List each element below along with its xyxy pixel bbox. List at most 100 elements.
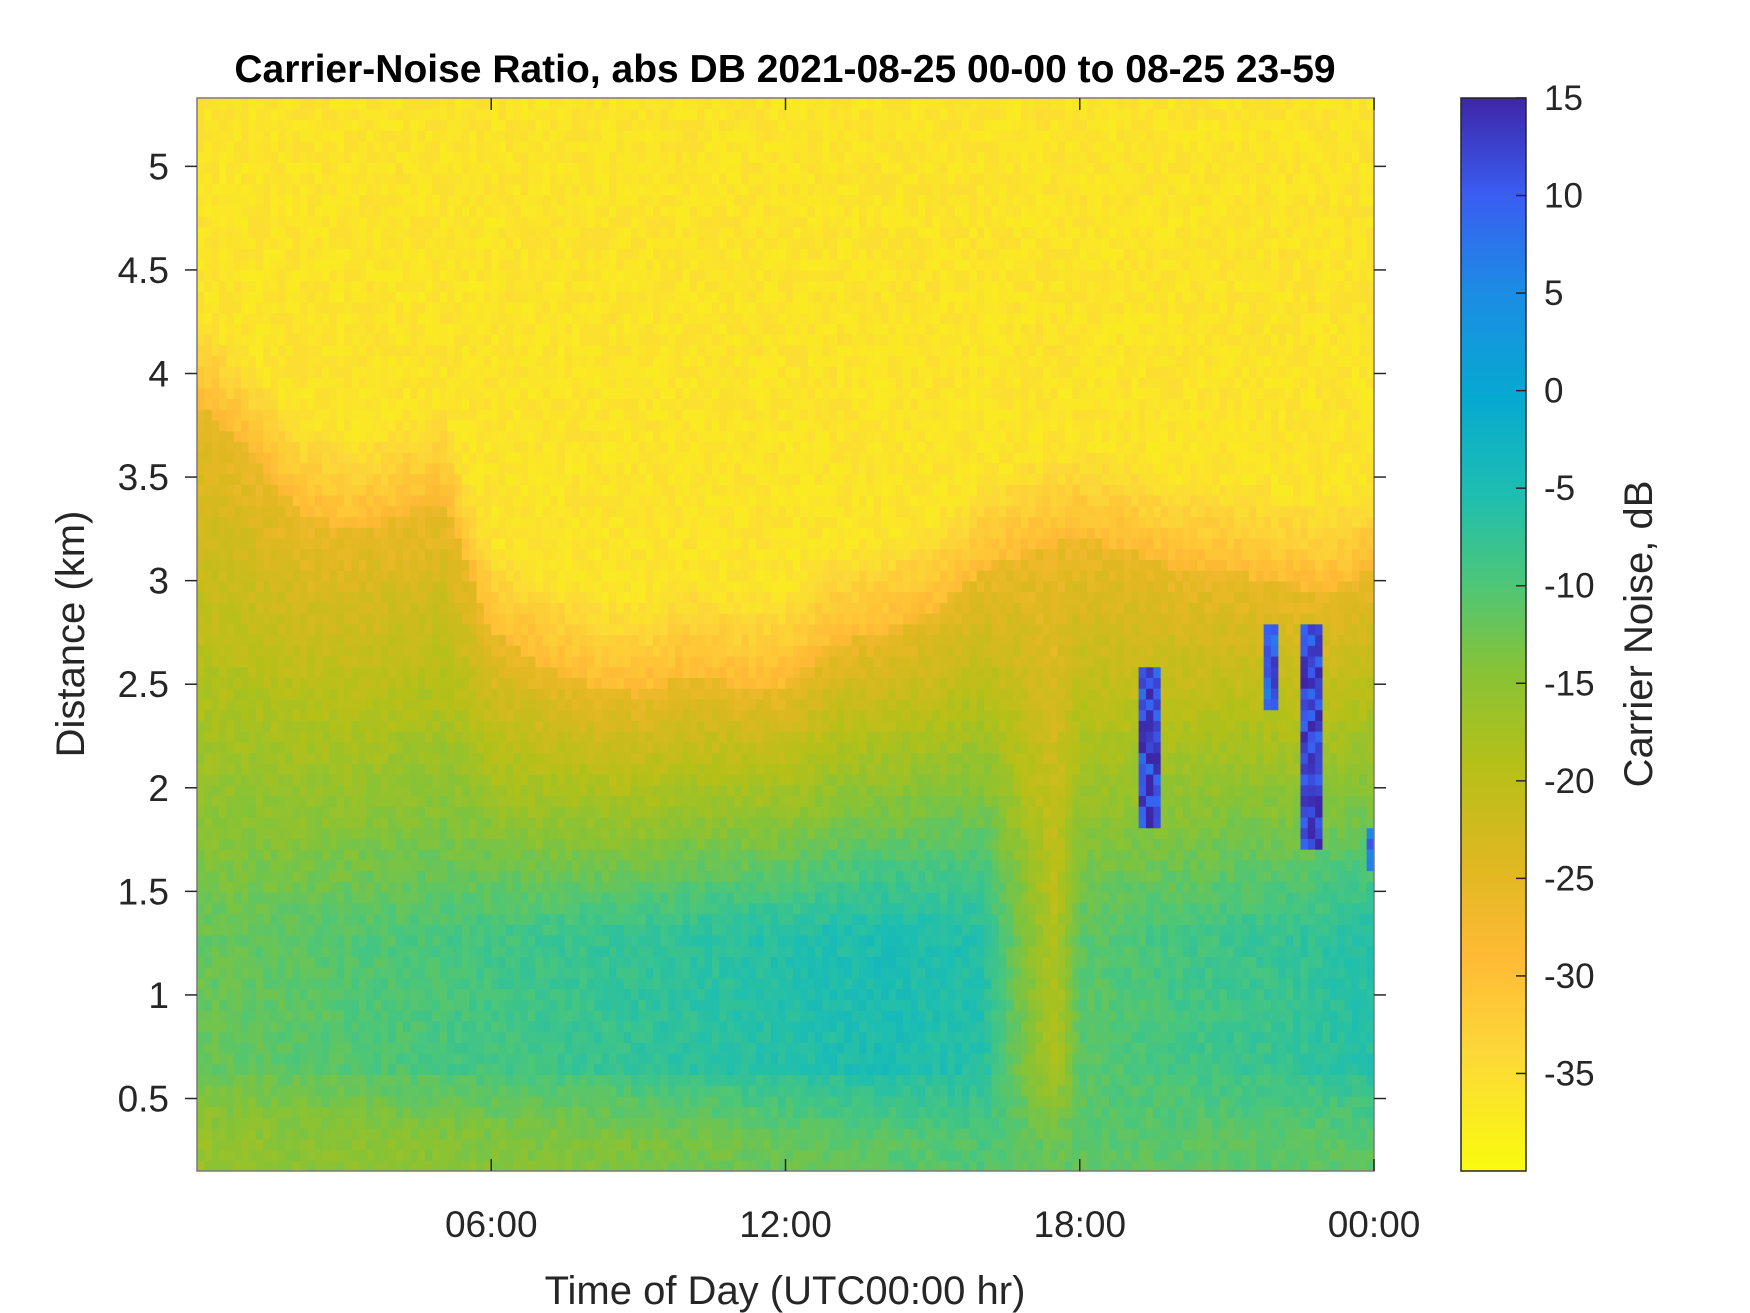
heatmap-cell [344, 913, 352, 924]
heatmap-cell [271, 377, 279, 388]
heatmap-cell [557, 1074, 565, 1085]
heatmap-cell [388, 924, 396, 935]
heatmap-cell [300, 345, 308, 356]
heatmap-cell [278, 195, 286, 206]
heatmap-cell [440, 720, 448, 731]
heatmap-cell [477, 527, 485, 538]
heatmap-cell [315, 195, 323, 206]
heatmap-cell [241, 398, 249, 409]
heatmap-cell [322, 999, 330, 1010]
heatmap-cell [396, 237, 404, 248]
heatmap-cell [315, 109, 323, 120]
heatmap-cell [293, 345, 301, 356]
heatmap-cell [300, 398, 308, 409]
heatmap-cell [491, 892, 499, 903]
heatmap-cell [535, 720, 543, 731]
heatmap-cell [241, 838, 249, 849]
heatmap-cell [521, 903, 529, 914]
heatmap-cell [248, 753, 256, 764]
heatmap-cell [499, 677, 507, 688]
heatmap-cell [204, 935, 212, 946]
heatmap-cell [403, 1160, 411, 1171]
heatmap-cell [263, 1085, 271, 1096]
heatmap-cell [477, 1117, 485, 1128]
heatmap-cell [550, 903, 558, 914]
heatmap-cell [396, 999, 404, 1010]
heatmap-cell [403, 581, 411, 592]
heatmap-cell [204, 967, 212, 978]
heatmap-cell [359, 270, 367, 281]
heatmap-cell [447, 452, 455, 463]
heatmap-cell [440, 474, 448, 485]
heatmap-cell [329, 474, 337, 485]
heatmap-cell [469, 173, 477, 184]
heatmap-cell [278, 742, 286, 753]
heatmap-cell [366, 592, 374, 603]
heatmap-cell [432, 860, 440, 871]
heatmap-cell [241, 356, 249, 367]
heatmap-cell [248, 763, 256, 774]
heatmap-cell [234, 999, 242, 1010]
heatmap-cell [307, 398, 315, 409]
heatmap-cell [366, 795, 374, 806]
heatmap-cell [256, 1117, 264, 1128]
heatmap-cell [366, 656, 374, 667]
heatmap-cell [388, 946, 396, 957]
heatmap-cell [359, 828, 367, 839]
heatmap-cell [366, 431, 374, 442]
heatmap-cell [351, 635, 359, 646]
heatmap-cell [285, 366, 293, 377]
heatmap-cell [506, 892, 514, 903]
heatmap-cell [366, 227, 374, 238]
heatmap-cell [499, 763, 507, 774]
heatmap-cell [550, 345, 558, 356]
heatmap-cell [300, 259, 308, 270]
heatmap-cell [219, 871, 227, 882]
heatmap-cell [440, 871, 448, 882]
heatmap-cell [388, 806, 396, 817]
heatmap-cell [226, 130, 234, 141]
heatmap-cell [477, 98, 485, 109]
heatmap-cell [219, 913, 227, 924]
heatmap-cell [410, 495, 418, 506]
heatmap-cell [351, 377, 359, 388]
heatmap-cell [477, 903, 485, 914]
heatmap-cell [263, 248, 271, 259]
heatmap-cell [263, 270, 271, 281]
heatmap-cell [418, 1074, 426, 1085]
heatmap-cell [462, 602, 470, 613]
heatmap-cell [293, 849, 301, 860]
heatmap-cell [469, 98, 477, 109]
heatmap-cell [197, 871, 205, 882]
heatmap-cell [403, 613, 411, 624]
heatmap-cell [403, 774, 411, 785]
heatmap-cell [484, 109, 492, 120]
heatmap-cell [403, 109, 411, 120]
heatmap-cell [543, 849, 551, 860]
heatmap-cell [484, 345, 492, 356]
heatmap-cell [359, 753, 367, 764]
heatmap-cell [388, 1085, 396, 1096]
heatmap-cell [256, 753, 264, 764]
heatmap-cell [351, 677, 359, 688]
heatmap-cell [543, 828, 551, 839]
heatmap-cell [469, 720, 477, 731]
heatmap-cell [521, 195, 529, 206]
heatmap-cell [440, 227, 448, 238]
heatmap-cell [454, 109, 462, 120]
heatmap-cell [484, 731, 492, 742]
heatmap-cell [535, 1053, 543, 1064]
heatmap-cell [248, 366, 256, 377]
heatmap-cell [315, 452, 323, 463]
heatmap-cell [410, 613, 418, 624]
heatmap-cell [396, 967, 404, 978]
heatmap-cell [550, 280, 558, 291]
heatmap-cell [329, 452, 337, 463]
heatmap-cell [337, 753, 345, 764]
heatmap-cell [285, 452, 293, 463]
heatmap-cell [506, 699, 514, 710]
heatmap-cell [440, 742, 448, 753]
heatmap-cell [513, 1032, 521, 1043]
heatmap-cell [543, 420, 551, 431]
heatmap-cell [359, 720, 367, 731]
